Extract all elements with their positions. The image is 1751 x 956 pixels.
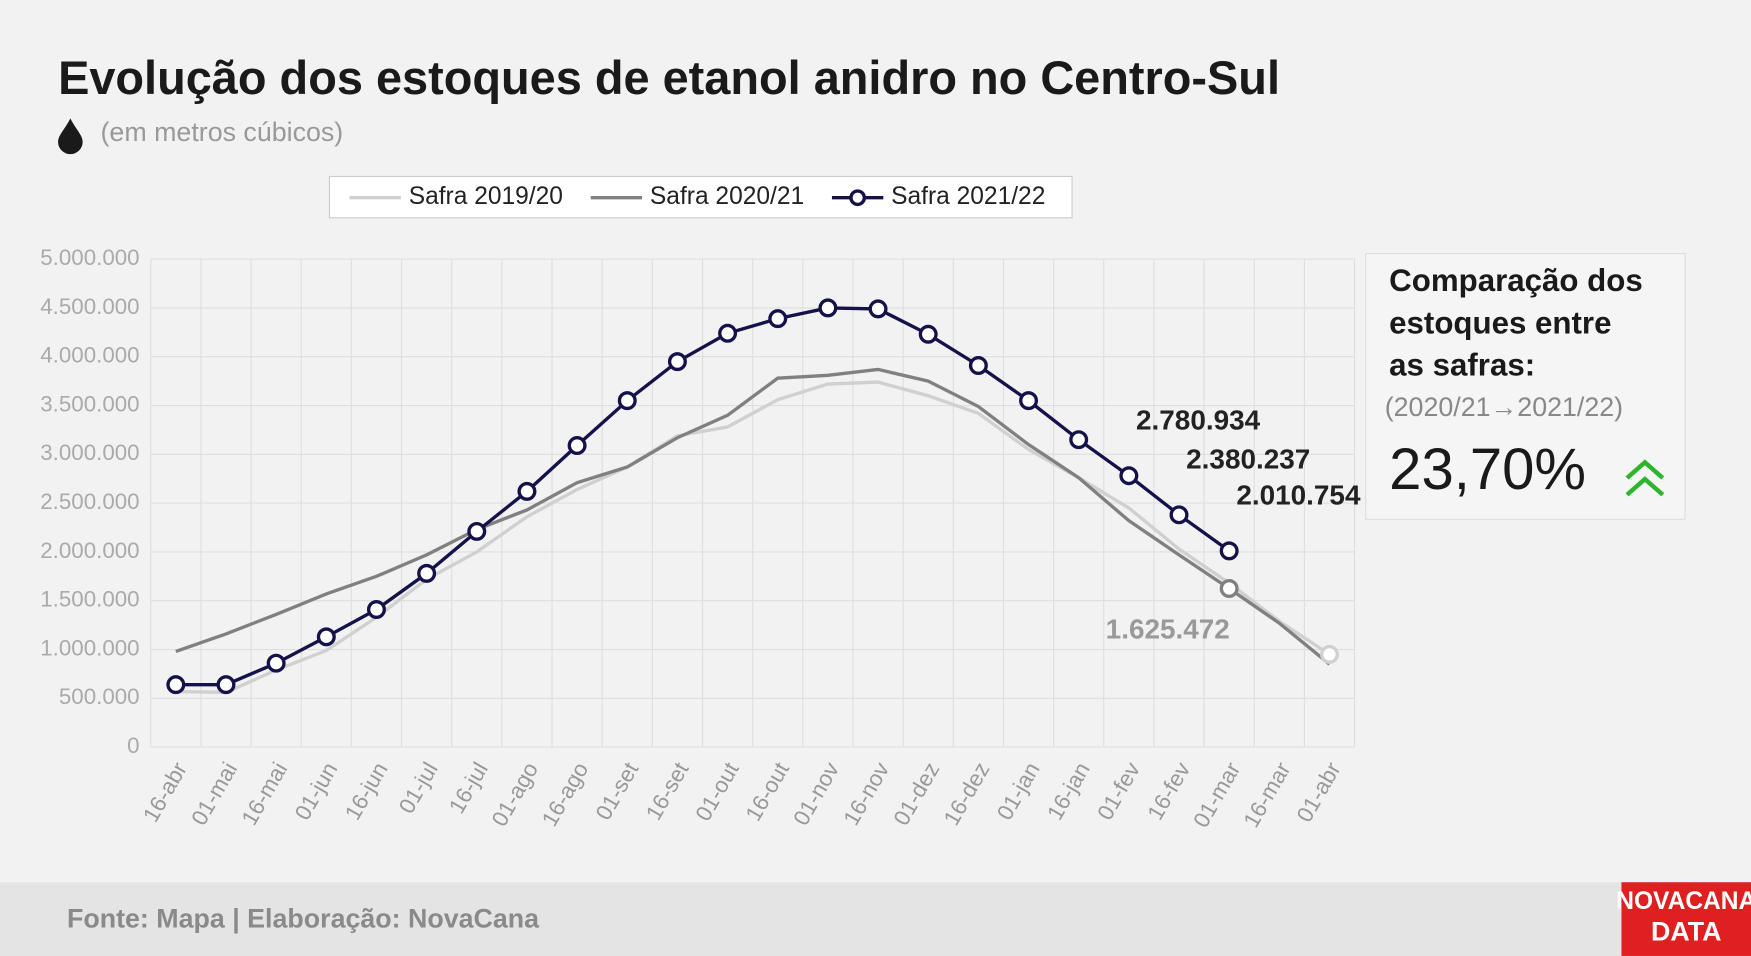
y-tick-label: 2.500.000	[40, 489, 139, 514]
legend-marker	[849, 189, 867, 207]
point	[216, 675, 236, 695]
comparison-title: as safras:	[1389, 348, 1535, 383]
footer	[0, 882, 1751, 956]
legend-label: Safra 2019/20	[409, 183, 563, 210]
y-tick-label: 3.000.000	[40, 440, 139, 465]
comparison-title: estoques entre	[1389, 305, 1611, 340]
point	[366, 600, 386, 620]
y-tick-label: 2.000.000	[40, 538, 139, 563]
series-line	[175, 306, 1231, 687]
point	[1219, 578, 1239, 598]
point	[818, 298, 838, 318]
point	[1119, 466, 1139, 486]
y-tick-label: 1.500.000	[40, 587, 139, 612]
up-arrow-icon	[1625, 459, 1665, 497]
point	[1169, 505, 1189, 525]
source: Fonte: Mapa | Elaboração: NovaCana	[67, 903, 540, 933]
y-tick-label: 3.500.000	[40, 391, 139, 416]
point	[1319, 644, 1339, 664]
point	[868, 299, 888, 319]
y-tick-label: 500.000	[59, 684, 140, 709]
point	[1069, 430, 1089, 450]
series-line	[175, 380, 1331, 695]
chart-title: Evolução dos estoques de etanol anidro n…	[58, 52, 1280, 104]
point	[1219, 541, 1239, 561]
comparison-period: (2020/21→2021/22)	[1385, 392, 1623, 422]
point	[166, 675, 186, 695]
point	[1019, 391, 1039, 411]
data-label: 2.010.754	[1236, 480, 1361, 511]
data-label: 2.780.934	[1136, 404, 1261, 435]
y-tick-label: 4.500.000	[40, 294, 139, 319]
point	[968, 356, 988, 376]
point	[617, 391, 637, 411]
point	[567, 436, 587, 456]
point	[667, 352, 687, 372]
y-tick-label: 1.000.000	[40, 635, 139, 660]
logo-text: NOVACANA	[1616, 888, 1751, 915]
logo-text: DATA	[1651, 917, 1721, 947]
point	[467, 521, 487, 541]
drop-icon	[58, 118, 83, 155]
subtitle: (em metros cúbicos)	[101, 117, 344, 147]
point	[417, 563, 437, 583]
legend-label: Safra 2020/21	[650, 183, 804, 210]
point	[768, 309, 788, 329]
point	[266, 653, 286, 673]
series-line	[175, 367, 1331, 666]
y-tick-label: 4.000.000	[40, 343, 139, 368]
point	[918, 324, 938, 344]
y-tick-label: 5.000.000	[40, 245, 139, 270]
legend-box	[328, 175, 1073, 219]
logo	[1621, 882, 1751, 956]
data-label: 2.380.237	[1186, 444, 1310, 475]
point	[718, 323, 738, 343]
comparison-title: Comparação dos	[1389, 263, 1643, 298]
data-label: 1.625.472	[1106, 613, 1230, 644]
point	[316, 627, 336, 647]
y-tick-label: 0	[127, 733, 139, 758]
legend-label: Safra 2021/22	[891, 183, 1045, 210]
point	[517, 481, 537, 501]
comparison-value: 23,70%	[1389, 437, 1586, 502]
